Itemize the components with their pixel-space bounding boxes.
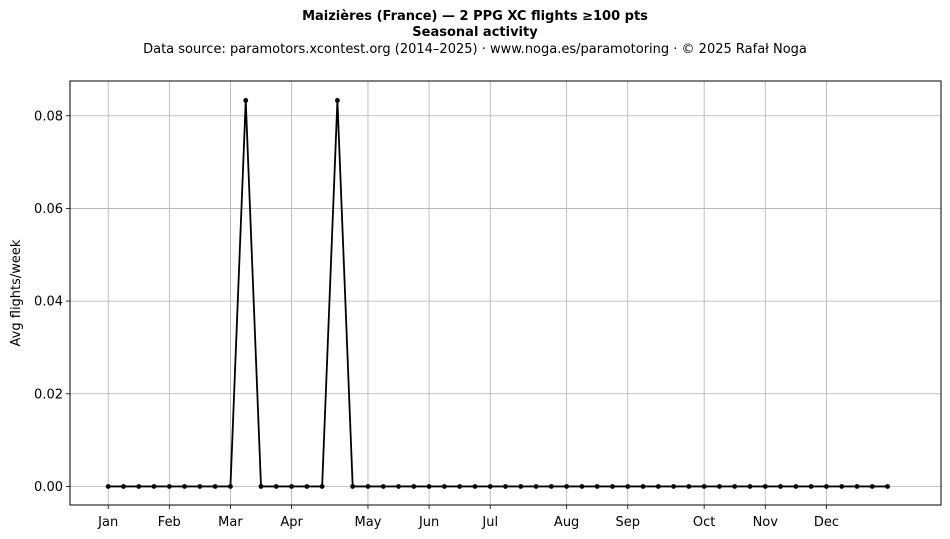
data-point	[625, 484, 631, 489]
data-point	[518, 484, 524, 489]
y-axis-ticks: 0.00 0.02 0.04 0.06 0.08	[34, 109, 70, 495]
x-tick-label: May	[355, 515, 382, 530]
x-tick-label: Jun	[418, 515, 439, 530]
data-point	[686, 484, 692, 489]
data-point	[289, 484, 294, 489]
data-point	[717, 484, 722, 489]
data-point	[350, 484, 356, 489]
data-point	[823, 484, 829, 489]
data-point	[701, 484, 707, 489]
data-point	[793, 484, 799, 489]
data-point	[228, 484, 233, 489]
data-point	[885, 484, 890, 489]
data-point	[671, 484, 676, 489]
data-point	[579, 484, 585, 489]
y-tick-label: 0.04	[34, 295, 63, 310]
x-tick-label: Aug	[554, 515, 579, 530]
data-point	[854, 484, 860, 489]
data-point	[640, 484, 646, 489]
data-point	[839, 484, 845, 489]
data-point	[869, 484, 875, 489]
data-point	[548, 484, 554, 489]
data-point	[243, 98, 249, 103]
x-tick-label: Sep	[615, 515, 640, 530]
x-tick-label: Apr	[280, 515, 303, 530]
data-point	[503, 484, 508, 489]
series-line	[108, 99, 888, 488]
series-line-group	[105, 98, 890, 489]
x-tick-label: Oct	[693, 515, 715, 530]
data-point	[564, 484, 570, 489]
data-point	[747, 484, 753, 489]
x-tick-label: Jul	[481, 515, 498, 530]
x-tick-label: Jan	[97, 515, 118, 530]
x-tick-label: Feb	[158, 515, 181, 530]
data-point	[594, 484, 600, 489]
y-axis-label: Avg flights/week	[9, 239, 24, 346]
y-tick-label: 0.08	[34, 109, 63, 124]
x-tick-label: Mar	[218, 515, 243, 530]
data-point	[212, 484, 218, 489]
data-point	[182, 484, 188, 489]
x-tick-label: Dec	[814, 515, 839, 530]
x-axis-ticks: Jan Feb Mar Apr May Jun Jul Aug Sep Oct Nov Dec	[97, 505, 839, 530]
data-point	[396, 484, 401, 489]
data-point	[533, 484, 539, 489]
data-point	[426, 484, 432, 489]
data-point	[411, 484, 417, 489]
data-point	[121, 484, 126, 489]
data-point	[136, 484, 142, 489]
data-point	[258, 484, 264, 489]
data-point	[487, 484, 493, 489]
data-point	[732, 484, 738, 489]
data-point	[151, 484, 157, 489]
data-point	[335, 98, 340, 103]
data-point	[365, 484, 371, 489]
data-point	[472, 484, 478, 489]
data-point	[105, 484, 111, 489]
data-source-note: Data source: paramotors.xcontest.org (20…	[143, 42, 807, 57]
data-point	[808, 484, 814, 489]
y-tick-label: 0.02	[34, 387, 63, 402]
chart-subtitle: Seasonal activity	[412, 25, 538, 40]
data-point	[166, 484, 172, 489]
data-point	[778, 484, 783, 489]
data-point	[319, 484, 325, 489]
data-point	[610, 484, 615, 489]
data-point	[457, 484, 463, 489]
y-tick-label: 0.06	[34, 202, 63, 217]
data-point	[304, 484, 310, 489]
data-point	[655, 484, 661, 489]
x-tick-label: Nov	[753, 515, 779, 530]
grid-lines	[70, 81, 941, 505]
data-point	[762, 484, 768, 489]
y-tick-label: 0.00	[34, 480, 63, 495]
data-point	[197, 484, 203, 489]
data-point	[441, 484, 447, 489]
plot-frame	[69, 80, 942, 506]
data-point	[380, 484, 386, 489]
data-point	[273, 484, 279, 489]
chart-title: Maizières (France) — 2 PPG XC flights ≥1…	[302, 9, 648, 24]
